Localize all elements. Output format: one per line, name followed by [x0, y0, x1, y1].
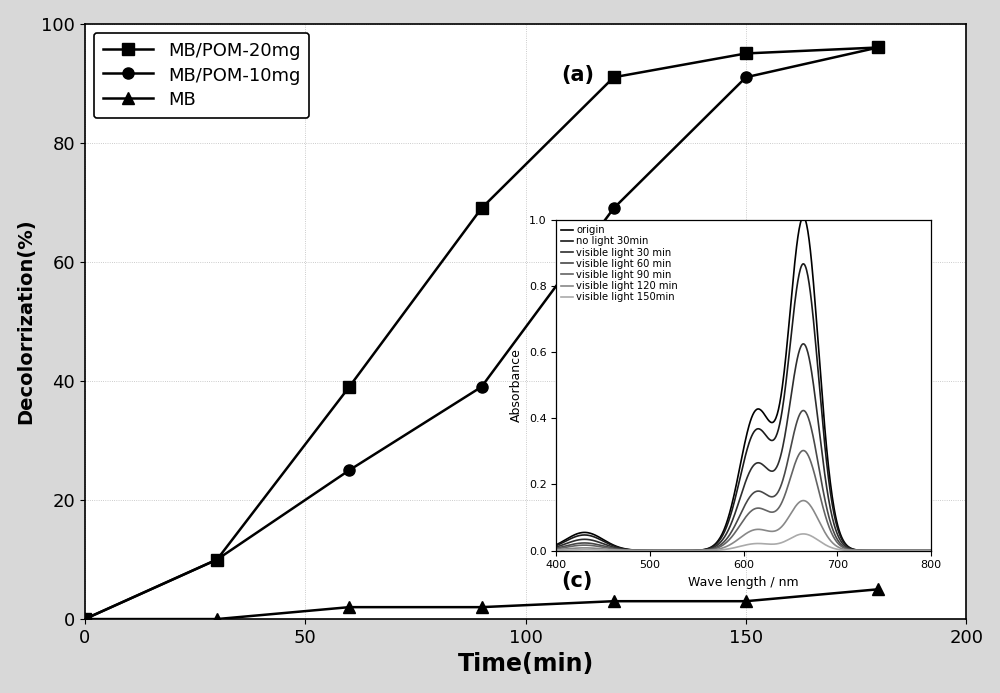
MB: [608, 597, 620, 606]
MB/POM-20mg: [211, 555, 223, 563]
Text: (c): (c): [561, 572, 592, 591]
MB/POM-20mg: [343, 383, 355, 391]
Y-axis label: Decolorrization(%): Decolorrization(%): [17, 218, 36, 424]
Line: MB/POM-20mg: MB/POM-20mg: [79, 42, 884, 624]
MB/POM-20mg: [79, 615, 91, 623]
MB/POM-10mg: [79, 615, 91, 623]
MB: [211, 615, 223, 623]
MB/POM-20mg: [476, 204, 488, 212]
Line: MB/POM-10mg: MB/POM-10mg: [79, 42, 884, 624]
MB/POM-10mg: [740, 73, 752, 81]
MB/POM-10mg: [608, 204, 620, 212]
MB: [343, 603, 355, 611]
MB/POM-10mg: [872, 44, 884, 52]
MB: [872, 585, 884, 593]
MB: [79, 615, 91, 623]
MB/POM-10mg: [343, 466, 355, 475]
MB/POM-10mg: [211, 555, 223, 563]
MB/POM-20mg: [740, 49, 752, 58]
Legend: MB/POM-20mg, MB/POM-10mg, MB: MB/POM-20mg, MB/POM-10mg, MB: [94, 33, 309, 119]
Text: (a): (a): [561, 65, 594, 85]
Line: MB: MB: [79, 584, 884, 624]
MB/POM-10mg: [476, 383, 488, 391]
X-axis label: Time(min): Time(min): [457, 652, 594, 676]
MB: [740, 597, 752, 606]
MB: [476, 603, 488, 611]
MB/POM-20mg: [872, 44, 884, 52]
MB/POM-20mg: [608, 73, 620, 81]
Text: (b): (b): [561, 244, 595, 264]
